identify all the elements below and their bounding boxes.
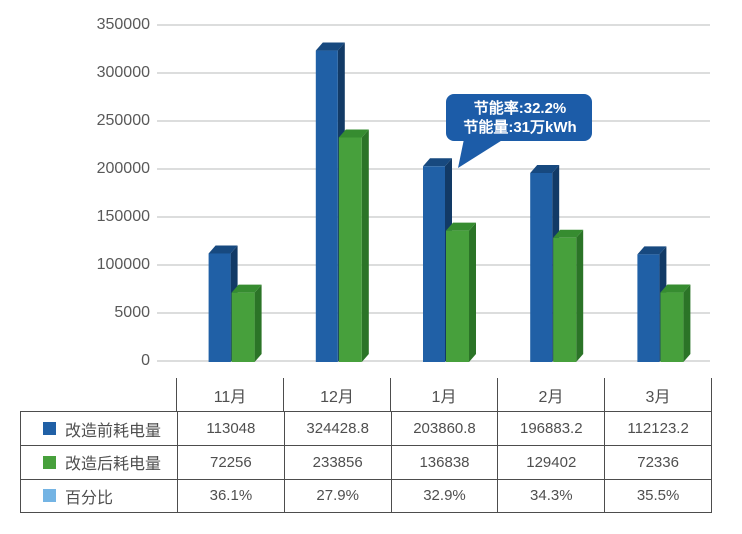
- y-axis-tick-label: 300000: [96, 64, 150, 81]
- bar-改造后耗电量-1月-side-face: [469, 222, 476, 362]
- legend-square-after-icon: [43, 455, 56, 469]
- tooltip-line-saving-rate: 节能率:32.2%: [474, 99, 567, 117]
- bar-改造后耗电量-3月[interactable]: [660, 292, 684, 362]
- bar-改造前耗电量-12月-top-face: [315, 42, 345, 51]
- bar-改造前耗电量-11月-top-face: [208, 245, 238, 254]
- tooltip-callout: 节能率:32.2% 节能量:31万kWh: [446, 94, 592, 168]
- table-cell-before-12月: 324428.8: [283, 412, 391, 446]
- bar-改造后耗电量-2月-side-face: [576, 229, 584, 362]
- bar-改造后耗电量-1月-top-face: [446, 222, 476, 231]
- legend-row-before: 改造前耗电量: [21, 412, 177, 445]
- bar-改造后耗电量-11月-side-face: [254, 284, 262, 362]
- table-cell-percent-2月: 34.3%: [497, 478, 605, 512]
- month-header-cell: 3月: [604, 378, 712, 411]
- legend-row-after: 改造后耗电量: [21, 445, 177, 478]
- table-cell-after-2月: 129402: [497, 445, 605, 479]
- table-cell-before-11月: 113048: [177, 412, 284, 446]
- table-cell-percent-1月: 32.9%: [390, 478, 498, 512]
- bar-改造后耗电量-1月[interactable]: [446, 230, 469, 362]
- gridline: [157, 120, 710, 122]
- table-cell-after-12月: 233856: [283, 445, 391, 479]
- bar-改造后耗电量-12月[interactable]: [338, 137, 362, 362]
- month-header-cell: 2月: [497, 378, 604, 411]
- bar-改造后耗电量-3月-side-face: [683, 284, 691, 362]
- bars-group: [208, 42, 691, 363]
- bar-改造前耗电量-11月[interactable]: [208, 253, 231, 362]
- bar-改造前耗电量-2月[interactable]: [530, 172, 553, 362]
- gridline: [157, 24, 710, 26]
- bar-chart-canvas: 节能率:32.2% 节能量:31万kWh: [208, 42, 691, 363]
- bar-改造后耗电量-12月-side-face: [361, 129, 369, 362]
- legend-label-percent: 百分比: [65, 489, 114, 507]
- y-axis-tick-label: 150000: [96, 208, 150, 225]
- bar-改造后耗电量-12月-top-face: [338, 129, 369, 138]
- table-cell-after-1月: 136838: [390, 445, 498, 479]
- month-header-cell: 1月: [390, 378, 497, 411]
- month-header-cell: 11月: [176, 378, 283, 411]
- tooltip-pointer: [458, 139, 504, 168]
- month-header-cell: 12月: [283, 378, 390, 411]
- bar-改造后耗电量-11月-top-face: [231, 284, 262, 293]
- legend-label-after: 改造后耗电量: [65, 456, 162, 474]
- table-cell-before-1月: 203860.8: [390, 412, 498, 446]
- legend-row-percent: 百分比: [21, 478, 177, 512]
- table-cell-after-11月: 72256: [177, 445, 284, 479]
- bar-改造前耗电量-2月-top-face: [530, 164, 560, 173]
- bar-改造后耗电量-2月[interactable]: [553, 237, 577, 362]
- y-axis-tick-label: 0: [141, 352, 150, 369]
- table-cell-before-2月: 196883.2: [497, 412, 604, 446]
- y-axis-tick-label: 200000: [96, 160, 150, 177]
- y-axis-tick-label: 5000: [114, 304, 150, 321]
- legend-square-percent-icon: [43, 489, 56, 503]
- bar-改造后耗电量-2月-top-face: [553, 229, 584, 238]
- y-axis-tick-label: 250000: [96, 112, 150, 129]
- table-cell-percent-12月: 27.9%: [283, 478, 391, 512]
- bar-改造前耗电量-1月-top-face: [423, 158, 452, 167]
- chart-data-table: 改造前耗电量 113048 324428.8 203860.8 196883.2…: [20, 411, 712, 513]
- bar-改造前耗电量-3月-top-face: [637, 246, 667, 255]
- bar-改造前耗电量-3月[interactable]: [637, 254, 660, 362]
- bar-改造前耗电量-12月[interactable]: [315, 50, 338, 363]
- table-cell-after-3月: 72336: [604, 445, 711, 479]
- tooltip-bubble: [446, 94, 592, 141]
- table-month-header-row: 11月 12月 1月 2月 3月: [176, 378, 712, 411]
- y-axis-tick-label: 100000: [96, 256, 150, 273]
- y-axis-tick-label: 350000: [96, 16, 150, 33]
- gridline: [157, 72, 710, 74]
- bar-改造后耗电量-11月[interactable]: [231, 292, 255, 362]
- table-cell-percent-11月: 36.1%: [177, 478, 284, 512]
- tooltip-line-saving-amount: 节能量:31万kWh: [463, 118, 576, 136]
- table-cell-before-3月: 112123.2: [604, 412, 711, 446]
- legend-label-before: 改造前耗电量: [65, 422, 162, 440]
- bar-改造前耗电量-1月[interactable]: [423, 166, 445, 362]
- legend-square-before-icon: [43, 422, 56, 436]
- table-cell-percent-3月: 35.5%: [604, 478, 711, 512]
- bar-改造后耗电量-3月-top-face: [660, 284, 691, 293]
